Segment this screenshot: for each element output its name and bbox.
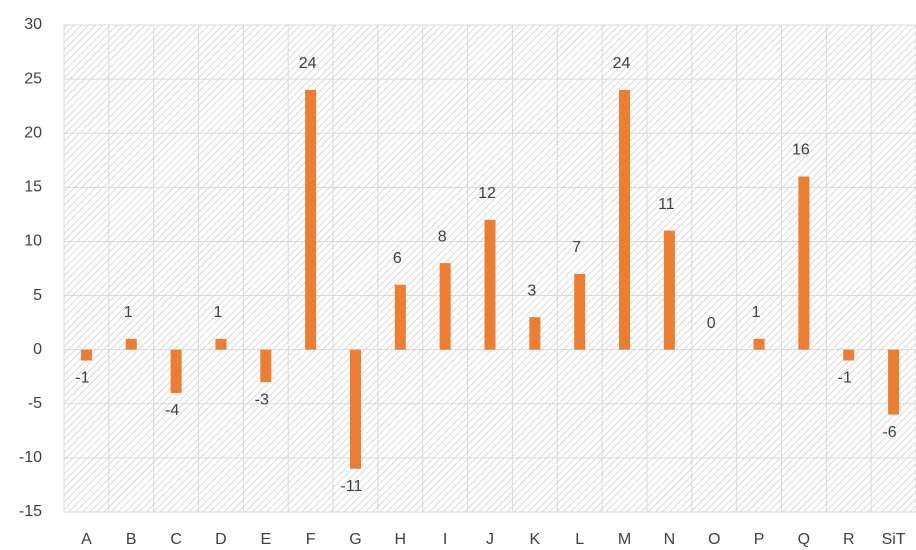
data-label: 1 [124, 304, 133, 321]
data-label: -1 [838, 370, 852, 387]
x-tick-label: K [530, 531, 541, 548]
data-label: -1 [75, 370, 89, 387]
y-tick-label: 10 [24, 233, 42, 250]
y-tick-label: 5 [33, 287, 42, 304]
x-tick-label: L [575, 531, 584, 548]
data-label: 1 [213, 304, 222, 321]
data-label: 0 [707, 315, 716, 332]
x-tick-label: M [618, 531, 631, 548]
x-tick-label: F [306, 531, 316, 548]
y-tick-label: -15 [19, 503, 42, 520]
x-tick-label: J [486, 531, 494, 548]
data-label: 1 [752, 304, 761, 321]
bar [80, 349, 92, 361]
bar [619, 89, 631, 350]
bar [484, 219, 496, 350]
bar [888, 349, 900, 415]
x-tick-label: B [126, 531, 137, 548]
bar [439, 263, 451, 350]
data-label: 6 [393, 250, 402, 267]
y-tick-label: 25 [24, 70, 42, 87]
bar [260, 349, 272, 383]
data-label: 16 [792, 142, 810, 159]
data-label: -6 [882, 424, 896, 441]
x-tick-label: R [843, 531, 855, 548]
data-label: 24 [613, 55, 631, 72]
x-tick-label: P [754, 531, 765, 548]
bar [843, 349, 855, 361]
y-tick-label: 0 [33, 341, 42, 358]
bar [529, 317, 541, 350]
bar [215, 338, 227, 350]
x-tick-label: SiT [882, 531, 906, 548]
data-label: -3 [255, 391, 269, 408]
bar [394, 284, 406, 350]
y-tick-label: 15 [24, 179, 42, 196]
data-label: 11 [658, 196, 675, 213]
bar [170, 349, 182, 393]
data-label: 7 [572, 239, 581, 256]
data-label: 8 [438, 228, 447, 245]
bar [305, 89, 317, 350]
data-label: -4 [165, 402, 179, 419]
data-label: 12 [478, 185, 496, 202]
x-tick-label: A [81, 531, 92, 548]
x-tick-label: I [443, 531, 447, 548]
y-tick-label: -10 [19, 449, 42, 466]
bar [125, 338, 137, 350]
x-tick-label: Q [798, 531, 810, 548]
x-tick-label: C [170, 531, 182, 548]
data-label: 24 [299, 55, 317, 72]
y-tick-label: 20 [24, 124, 42, 141]
x-tick-label: O [708, 531, 720, 548]
x-tick-label: D [215, 531, 227, 548]
y-tick-label: -5 [28, 395, 42, 412]
bar [349, 349, 361, 469]
x-tick-label: E [260, 531, 271, 548]
data-label: -11 [341, 478, 363, 495]
bar [798, 176, 810, 350]
x-tick-label: H [395, 531, 407, 548]
x-tick-label: N [664, 531, 676, 548]
bar [574, 273, 586, 350]
y-tick-label: 30 [24, 16, 42, 33]
x-tick-label: G [349, 531, 361, 548]
bar [663, 230, 675, 350]
data-label: 3 [527, 282, 536, 299]
bar [753, 338, 765, 350]
